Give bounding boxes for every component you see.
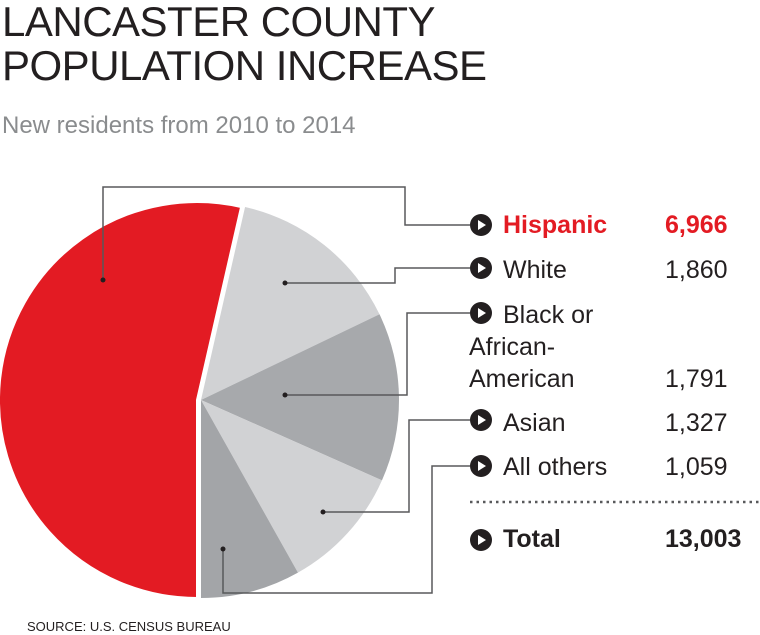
leader-dot-asian [320,509,326,515]
total-label: Total [503,525,561,553]
chart-title: LANCASTER COUNTY POPULATION INCREASE [2,0,487,88]
leader-line-asian [323,419,470,513]
legend-value-others: 1,059 [665,453,728,481]
title-line-1: LANCASTER COUNTY [2,0,436,45]
play-triangle-icon-others [478,461,486,471]
play-triangle-icon-white [478,263,486,273]
play-triangle-icon-asian [478,415,486,425]
leader-line-hispanic [102,186,470,280]
play-triangle-icon-total [478,535,486,545]
pie-slice-hispanic [0,201,243,600]
play-triangle-icon-hispanic [478,220,486,230]
pie-slice-black-or-african-american [201,314,400,481]
legend-value-asian: 1,327 [665,409,728,437]
leader-dot-white [282,280,288,286]
legend-value-black: 1,791 [665,365,728,393]
leader-dot-hispanic [100,277,106,283]
total-value: 13,003 [665,525,742,553]
play-triangle-icon-black [478,308,486,318]
title-line-2: POPULATION INCREASE [2,42,487,89]
leader-line-black [285,312,470,396]
legend-label-white: White [503,256,567,284]
pie-slice-white [201,206,380,400]
legend-label-black-1: Black or [503,301,594,329]
legend-label-black-3: American [469,365,575,393]
legend-value-hispanic: 6,966 [665,211,728,239]
leader-line-others [222,465,470,594]
source-note: SOURCE: U.S. CENSUS BUREAU [27,619,231,634]
pie-slice-asian [201,400,382,573]
legend-label-hispanic: Hispanic [503,211,608,239]
chart-subtitle: New residents from 2010 to 2014 [2,112,356,139]
leader-dot-others [220,546,226,552]
legend-label-others: All others [503,453,608,481]
leader-dot-black [282,392,288,398]
legend-label-asian: Asian [503,409,566,437]
leader-line-white [285,267,470,284]
legend-label-black-2: African- [469,333,556,361]
legend-value-white: 1,860 [665,256,728,284]
